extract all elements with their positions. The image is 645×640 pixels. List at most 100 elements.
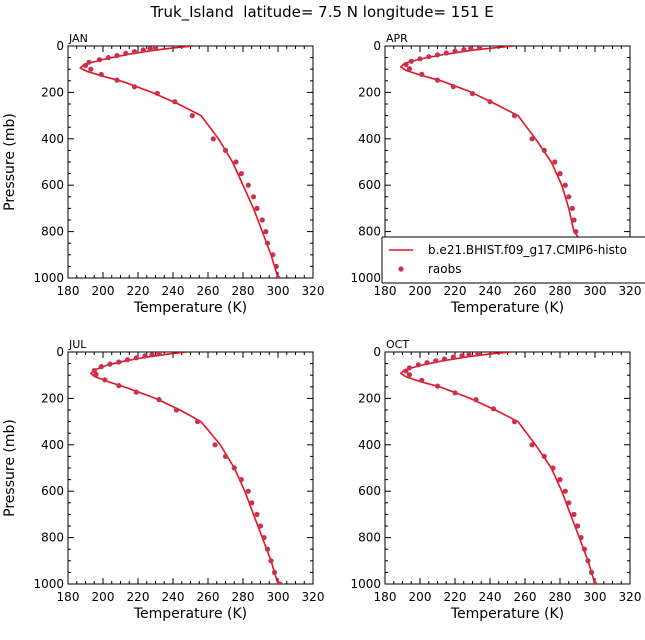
raobs-point <box>93 371 99 377</box>
x-tick-label: 320 <box>619 284 642 298</box>
raobs-point <box>270 252 276 258</box>
raobs-point <box>574 523 581 529</box>
x-tick-label: 300 <box>584 590 607 604</box>
raobs-point <box>461 47 467 53</box>
raobs-point <box>142 353 148 359</box>
x-tick-label: 180 <box>57 284 80 298</box>
legend-marker-swatch <box>398 266 404 272</box>
model-line <box>400 352 596 584</box>
raobs-point <box>550 465 556 471</box>
raobs-point <box>222 453 229 459</box>
raobs-point <box>105 55 111 61</box>
panel-jan: 180 200 220 240 260 280 300 320 0 200 400 600 800 100… <box>2 32 324 316</box>
x-tick-label: 180 <box>374 284 397 298</box>
x-tick-label: 240 <box>162 284 185 298</box>
raobs-point <box>82 62 89 69</box>
x-tick-label: 180 <box>57 590 80 604</box>
raobs-point <box>562 182 568 188</box>
x-tick-label: 240 <box>162 590 185 604</box>
raobs-point <box>408 58 414 64</box>
x-tick-label: 220 <box>444 284 467 298</box>
y-tick-label: 1000 <box>33 577 64 591</box>
panel-oct: 180 200 220 240 260 280 300 320 0 200 400 600 800 100… <box>350 338 641 622</box>
raobs-point <box>245 488 251 494</box>
x-tick-label: 320 <box>302 590 325 604</box>
raobs-point <box>156 352 162 357</box>
raobs-point <box>107 361 113 367</box>
y-tick-label: 800 <box>41 225 64 239</box>
x-tick-label: 280 <box>232 590 255 604</box>
x-tick-label: 200 <box>92 590 115 604</box>
raobs-point <box>124 357 131 363</box>
model-line <box>90 352 279 584</box>
raobs-point <box>529 442 535 448</box>
raobs-point <box>172 99 178 105</box>
raobs-point <box>86 59 92 65</box>
x-tick-label: 180 <box>374 590 397 604</box>
x-tick-label: 260 <box>514 590 537 604</box>
raobs-point <box>189 113 195 119</box>
x-axis-label: Temperature (K) <box>450 300 564 316</box>
raobs-point <box>257 523 264 529</box>
y-tick-label: 600 <box>358 178 381 192</box>
raobs-point <box>566 500 572 506</box>
x-axis-label: Temperature (K) <box>133 606 247 622</box>
raobs-point <box>541 147 547 153</box>
x-tick-label: 300 <box>267 590 290 604</box>
raobs-point <box>433 358 439 364</box>
raobs-point <box>123 50 129 57</box>
x-tick-label: 220 <box>127 284 150 298</box>
y-tick-label: 400 <box>358 438 381 452</box>
raobs-point <box>140 47 146 53</box>
raobs-point <box>114 52 120 59</box>
raobs-point <box>154 90 160 96</box>
raobs-point <box>566 194 572 200</box>
x-tick-label: 220 <box>444 590 467 604</box>
raobs-point <box>264 546 271 552</box>
panels: 180 200 220 240 260 280 300 320 0 200 400 600 800 100… <box>2 32 645 622</box>
raobs-point <box>581 546 588 552</box>
x-tick-label: 300 <box>267 284 290 298</box>
raobs-point <box>88 66 94 72</box>
y-tick-label: 200 <box>41 391 64 405</box>
raobs-point <box>114 77 120 83</box>
raobs-point <box>571 217 577 223</box>
x-tick-label: 200 <box>92 284 115 298</box>
raobs-point <box>273 263 279 269</box>
raobs-point <box>417 56 423 62</box>
raobs-point <box>468 46 474 52</box>
raobs-point <box>415 362 421 368</box>
raobs-point <box>264 240 271 246</box>
legend-entry-label: b.e21.BHIST.f09_g17.CMIP6-histo <box>428 243 627 257</box>
x-tick-label: 220 <box>127 590 150 604</box>
raobs-point <box>476 46 483 51</box>
plot-frame <box>67 351 314 585</box>
raobs-point <box>434 383 441 389</box>
raobs-point <box>426 54 432 60</box>
raobs-point <box>231 465 237 471</box>
raobs-point <box>592 581 598 584</box>
raobs-point <box>98 364 104 370</box>
raobs-point <box>552 159 558 165</box>
raobs-point <box>406 372 413 378</box>
raobs-point <box>259 217 265 223</box>
raobs-point <box>116 359 122 365</box>
x-tick-label: 200 <box>409 590 432 604</box>
raobs-point <box>588 569 595 576</box>
raobs-point <box>434 77 441 83</box>
x-axis-label: Temperature (K) <box>450 606 564 622</box>
raobs-point <box>562 488 568 494</box>
raobs-point <box>419 377 425 383</box>
raobs-point <box>511 113 518 119</box>
x-tick-label: 260 <box>514 284 537 298</box>
raobs-point <box>441 356 448 362</box>
raobs-point <box>573 229 579 235</box>
x-tick-label: 240 <box>479 284 502 298</box>
raobs-point <box>152 46 159 51</box>
y-tick-label: 0 <box>373 39 381 53</box>
y-tick-label: 1000 <box>350 271 381 285</box>
series-group <box>79 46 281 278</box>
raobs-point <box>403 368 409 374</box>
raobs-point <box>222 147 229 153</box>
